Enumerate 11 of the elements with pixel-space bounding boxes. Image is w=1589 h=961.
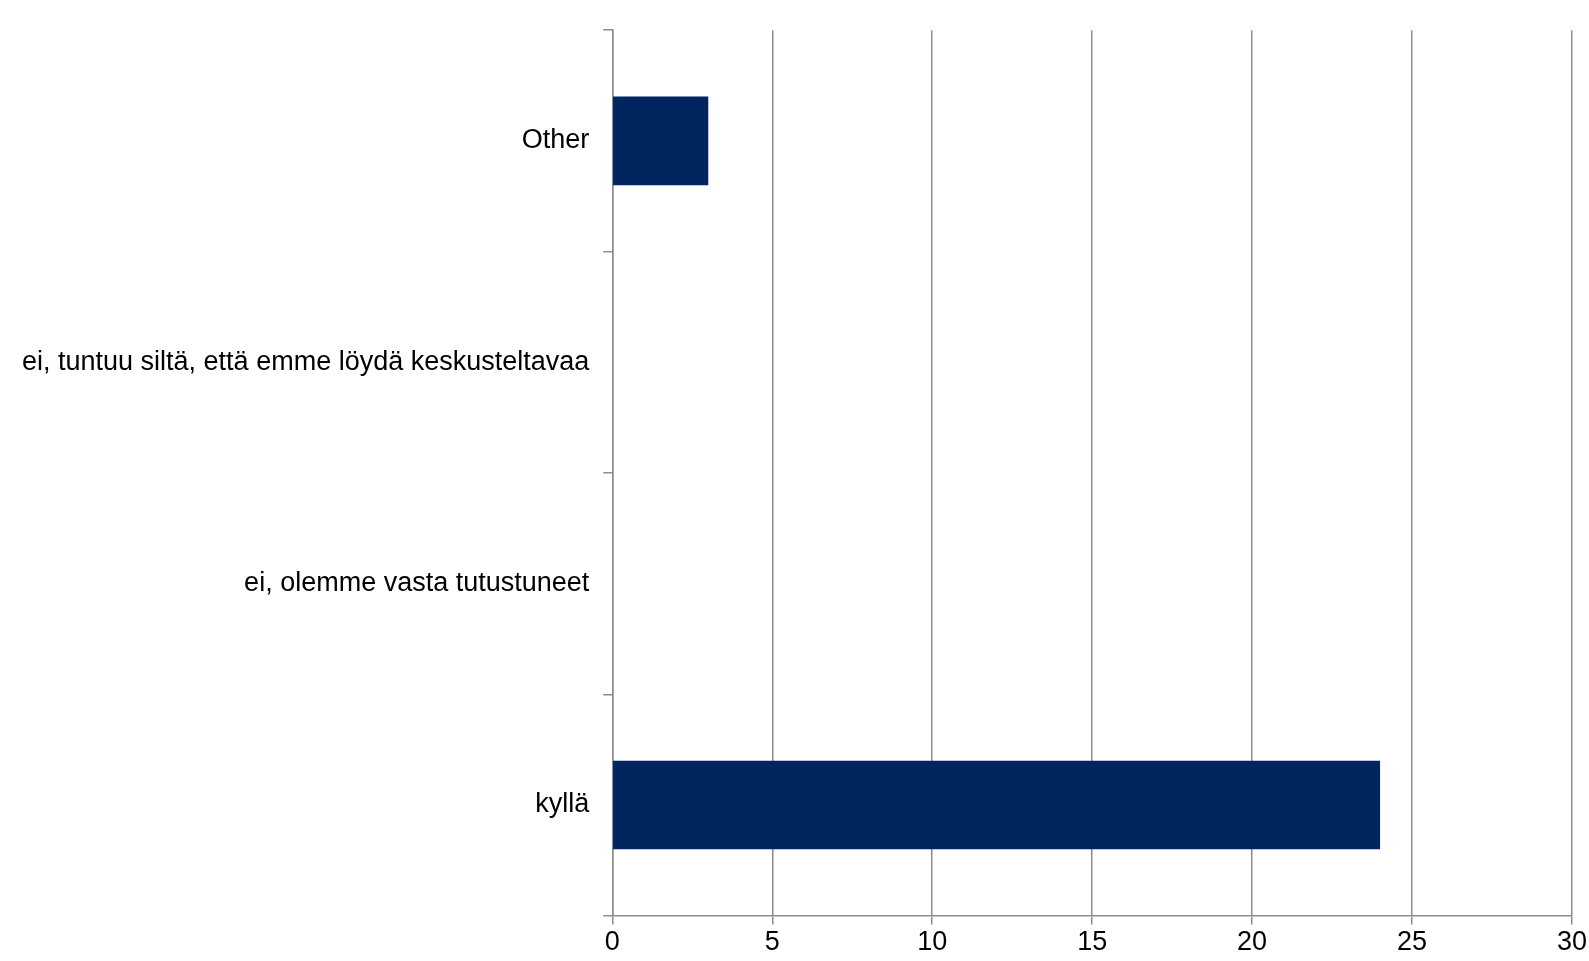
x-tick-label: 30: [1556, 926, 1588, 957]
x-tick-label: 20: [1237, 926, 1268, 957]
x-tick-label: 5: [764, 926, 780, 957]
y-tick-label: Other: [521, 124, 590, 155]
x-tick-label: 15: [1077, 926, 1108, 957]
x-tick-label: 25: [1397, 926, 1428, 957]
x-tick-label: 0: [604, 926, 620, 957]
y-tick-label: kyllä: [535, 788, 591, 819]
y-tick-label: ei, tuntuu siltä, että emme löydä keskusteltavaa: [21, 345, 591, 376]
y-tick-label: ei, olemme vasta tutustuneet: [244, 567, 590, 598]
x-tick-label: 10: [917, 926, 948, 957]
